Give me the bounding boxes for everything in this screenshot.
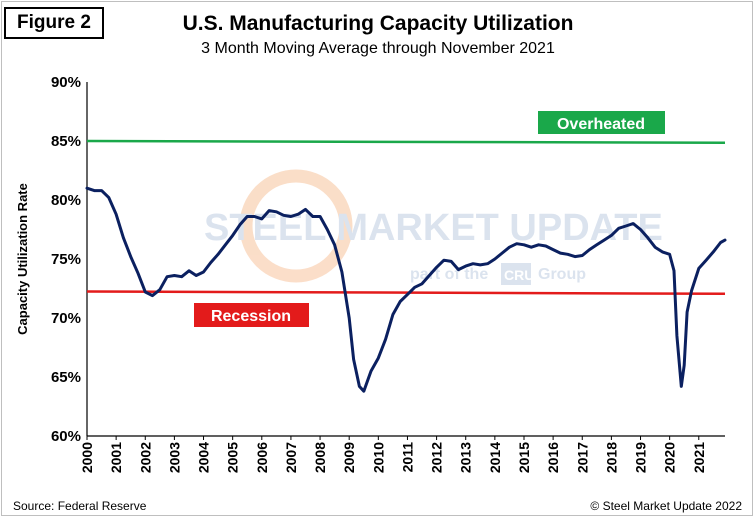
- chart-subtitle: 3 Month Moving Average through November …: [201, 40, 555, 57]
- watermark-group: Group: [538, 266, 586, 283]
- recession-line: [86, 290, 726, 296]
- x-tick-label: 2016: [545, 442, 561, 473]
- x-tick-label: 2011: [399, 442, 415, 473]
- x-tick-label: 2003: [166, 442, 182, 473]
- x-tick-label: 2004: [196, 442, 212, 473]
- y-tick-label: 65%: [51, 369, 81, 386]
- figure-label: Figure 2: [4, 7, 104, 39]
- watermark-cru: CRU: [504, 267, 534, 283]
- y-tick-label: 70%: [51, 310, 81, 327]
- y-tick-label: 75%: [51, 251, 81, 268]
- overheated-label: Overheated: [557, 116, 645, 133]
- x-tick-label: 2007: [283, 442, 299, 473]
- x-tick-label: 2019: [633, 442, 649, 473]
- x-tick-label: 2000: [79, 442, 95, 473]
- y-axis-label: Capacity Utilization Rate: [15, 183, 30, 335]
- x-tick-label: 2017: [574, 442, 590, 473]
- x-tick-label: 2006: [254, 442, 270, 473]
- watermark-cru-box: [501, 263, 531, 285]
- x-tick-label: 2018: [603, 442, 619, 473]
- recession-label: Recession: [211, 308, 291, 325]
- x-tick-label: 2002: [137, 442, 153, 473]
- x-tick-label: 2015: [516, 442, 532, 473]
- capacity-utilization-line: [85, 186, 727, 393]
- x-tick-label: 2008: [312, 442, 328, 473]
- recession-tag: Recession: [194, 303, 309, 327]
- recession-tag-bg: [194, 303, 309, 327]
- y-tick-label: 80%: [51, 192, 81, 209]
- x-tick-label: 2010: [370, 442, 386, 473]
- overheated-tag-bg: [538, 111, 665, 134]
- x-tick-label: 2021: [691, 442, 707, 473]
- copyright-note: © Steel Market Update 2022: [590, 499, 742, 513]
- x-axis-ticks: 2000 2001 2002 2003 2004 2005 2006 2007 2008 2009…: [79, 436, 707, 473]
- x-tick-label: 2012: [429, 442, 445, 473]
- watermark-logo: STEEL MARKET UPDATE part of the CRU Grou…: [204, 169, 663, 285]
- x-tick-label: 2013: [458, 442, 474, 473]
- x-tick-label: 2014: [487, 442, 503, 473]
- y-axis-ticks: 60% 65% 70% 75% 80% 85% 90%: [51, 74, 81, 445]
- watermark-ring: [239, 169, 353, 283]
- x-tick-label: 2009: [341, 442, 357, 473]
- x-tick-label: 2001: [108, 442, 124, 473]
- x-tick-label: 2005: [225, 442, 241, 473]
- y-tick-label: 90%: [51, 74, 81, 91]
- overheated-tag: Overheated: [538, 111, 665, 134]
- y-tick-label: 85%: [51, 133, 81, 150]
- x-tick-label: 2020: [662, 442, 678, 473]
- y-tick-label: 60%: [51, 428, 81, 445]
- watermark-text: STEEL MARKET UPDATE: [204, 207, 663, 249]
- watermark-part-of: part of the: [410, 266, 488, 283]
- chart-title: U.S. Manufacturing Capacity Utilization: [182, 12, 574, 35]
- source-note: Source: Federal Reserve: [13, 499, 147, 513]
- overheated-line: [86, 139, 726, 145]
